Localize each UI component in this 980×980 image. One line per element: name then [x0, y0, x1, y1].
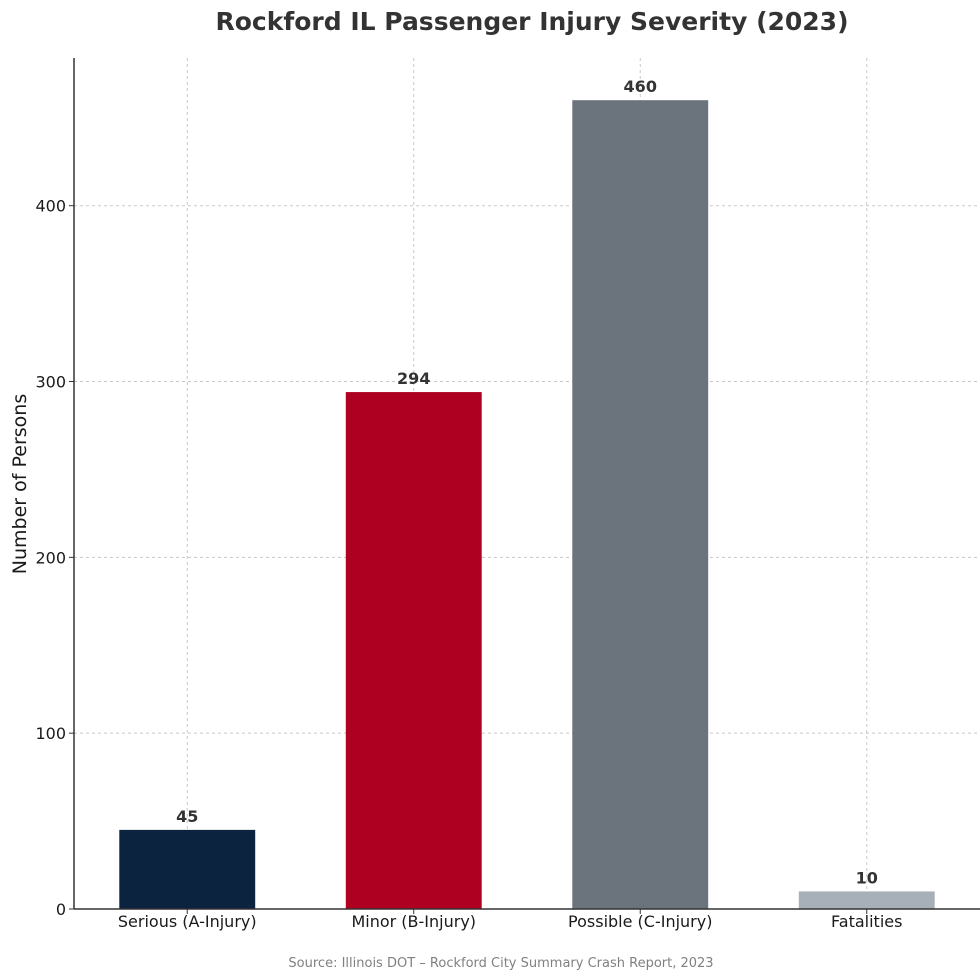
y-axis-label: Number of Persons: [9, 394, 31, 574]
chart-title: Rockford IL Passenger Injury Severity (2…: [216, 7, 849, 36]
y-tick-label-2: 200: [35, 548, 66, 567]
x-tick-label-2: Possible (C-Injury): [568, 912, 712, 931]
bar-1: [345, 392, 482, 909]
y-tick-label-0: 0: [56, 900, 66, 919]
bar-0: [119, 829, 256, 909]
value-label-1: 294: [397, 369, 430, 388]
bar-2: [572, 100, 709, 909]
y-tick-label-4: 400: [35, 197, 66, 216]
y-tick-label-3: 300: [35, 373, 66, 392]
x-tick-label-1: Minor (B-Injury): [351, 912, 476, 931]
x-tick-label-0: Serious (A-Injury): [118, 912, 257, 931]
x-tick-label-3: Fatalities: [831, 912, 902, 931]
y-tick-label-1: 100: [35, 724, 66, 743]
value-label-0: 45: [176, 807, 198, 826]
labels-group: 0 100 200 300 400 Serious (A-Injury) Minor (B-…: [35, 77, 902, 931]
grid-lines: [74, 58, 980, 910]
value-label-3: 10: [856, 868, 878, 887]
bar-3: [798, 891, 935, 909]
source-note: Source: Illinois DOT – Rockford City Sum…: [288, 956, 713, 971]
value-label-2: 460: [624, 77, 657, 96]
axes-group: [69, 58, 980, 914]
bars-group: [119, 100, 935, 909]
